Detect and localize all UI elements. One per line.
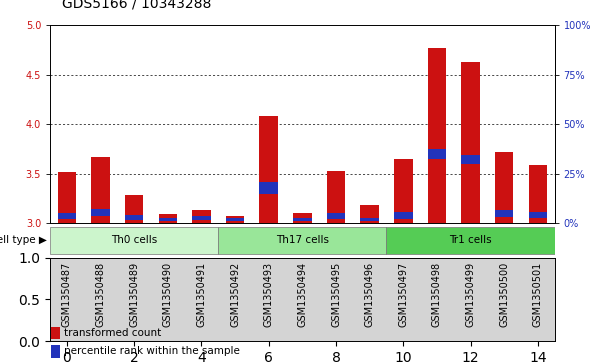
Text: GSM1350494: GSM1350494 — [297, 262, 307, 327]
Text: GDS5166 / 10343288: GDS5166 / 10343288 — [62, 0, 211, 11]
Bar — [461, 155, 480, 164]
Bar — [218, 227, 386, 254]
Bar — [51, 327, 60, 339]
Bar — [91, 209, 110, 216]
Bar — [51, 345, 60, 358]
Bar — [495, 211, 513, 217]
Text: GSM1350490: GSM1350490 — [163, 262, 173, 327]
Bar — [58, 213, 76, 219]
Text: GSM1350493: GSM1350493 — [264, 262, 274, 327]
Bar — [125, 215, 143, 220]
Bar — [192, 216, 211, 220]
Bar — [293, 213, 312, 223]
Text: GSM1350495: GSM1350495 — [331, 262, 341, 327]
Bar — [226, 218, 244, 221]
Bar — [529, 212, 547, 218]
Bar — [293, 218, 312, 221]
Text: GSM1350487: GSM1350487 — [62, 262, 72, 327]
Text: Th17 cells: Th17 cells — [276, 235, 329, 245]
Text: Tr1 cells: Tr1 cells — [449, 235, 492, 245]
Text: GSM1350499: GSM1350499 — [466, 262, 476, 327]
Text: Th0 cells: Th0 cells — [111, 235, 158, 245]
Text: GSM1350498: GSM1350498 — [432, 262, 442, 327]
Text: GSM1350491: GSM1350491 — [196, 262, 206, 327]
Bar — [58, 172, 76, 223]
Bar — [159, 214, 177, 223]
Bar — [428, 149, 446, 159]
Bar — [394, 159, 412, 223]
Text: GSM1350501: GSM1350501 — [533, 262, 543, 327]
Bar — [428, 48, 446, 223]
Bar — [327, 171, 345, 223]
Text: GSM1350489: GSM1350489 — [129, 262, 139, 327]
Bar — [360, 218, 379, 221]
Text: cell type ▶: cell type ▶ — [0, 236, 47, 245]
Text: GSM1350492: GSM1350492 — [230, 262, 240, 327]
Text: percentile rank within the sample: percentile rank within the sample — [64, 346, 240, 356]
Bar — [386, 227, 555, 254]
Bar — [529, 165, 547, 223]
Bar — [260, 182, 278, 193]
Bar — [159, 218, 177, 221]
Bar — [327, 213, 345, 219]
Text: GSM1350496: GSM1350496 — [365, 262, 375, 327]
Text: GSM1350500: GSM1350500 — [499, 262, 509, 327]
Bar — [91, 157, 110, 223]
Bar — [495, 152, 513, 223]
Bar — [125, 195, 143, 223]
Bar — [260, 117, 278, 223]
Bar — [360, 205, 379, 223]
Text: GSM1350497: GSM1350497 — [398, 262, 408, 327]
Text: GSM1350488: GSM1350488 — [96, 262, 106, 327]
Bar — [461, 62, 480, 223]
Bar — [394, 212, 412, 219]
Bar — [192, 211, 211, 223]
Text: transformed count: transformed count — [64, 328, 162, 338]
Bar — [50, 227, 218, 254]
Bar — [226, 216, 244, 223]
